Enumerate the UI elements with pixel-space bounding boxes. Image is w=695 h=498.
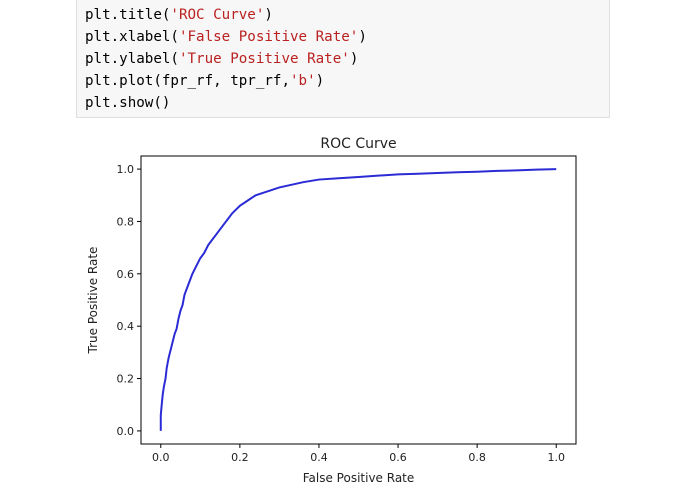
code-fn: plt.plot (85, 73, 154, 89)
x-axis-ticks: 0.0 0.2 0.4 0.6 0.8 1.0 (152, 444, 565, 464)
code-fn: plt.ylabel (85, 51, 171, 67)
code-string: 'False Positive Rate' (178, 29, 359, 45)
x-tick-label: 0.4 (310, 451, 328, 464)
code-paren: ( (161, 7, 171, 23)
code-paren: ( (170, 29, 179, 45)
code-paren: ( (170, 51, 179, 67)
code-line-title: plt.title('ROC Curve') (85, 4, 367, 26)
code-paren: ( (153, 95, 162, 111)
chart-title: ROC Curve (320, 136, 396, 152)
code-line-xlabel: plt.xlabel('False Positive Rate') (85, 26, 367, 48)
code-string: 'True Positive Rate' (178, 51, 350, 67)
y-axis-label: True Positive Rate (86, 247, 100, 355)
code-fn: plt.show (85, 95, 154, 111)
code-string: 'b' (290, 73, 316, 89)
y-tick-label: 0.8 (117, 215, 135, 228)
plot-frame (140, 155, 577, 445)
code-fn: plt.xlabel (85, 29, 171, 45)
code-line-plot: plt.plot(fpr_rf, tpr_rf,'b') (85, 70, 367, 92)
x-tick-label: 0.6 (389, 451, 407, 464)
code-line-ylabel: plt.ylabel('True Positive Rate') (85, 48, 367, 70)
y-tick-label: 1.0 (117, 163, 135, 176)
code-cell[interactable]: plt.title('ROC Curve') plt.xlabel('False … (76, 0, 610, 118)
code-paren: ) (358, 29, 367, 45)
roc-curve-line (159, 168, 557, 431)
code-block: plt.title('ROC Curve') plt.xlabel('False … (85, 4, 367, 114)
code-line-show: plt.show() (85, 92, 367, 114)
code-args: fpr_rf, tpr_rf, (161, 73, 291, 89)
y-tick-label: 0.4 (117, 320, 135, 333)
x-tick-label: 1.0 (547, 451, 565, 464)
code-fn: plt.title (85, 7, 162, 23)
y-axis-ticks: 0.0 0.2 0.4 0.6 0.8 1.0 (117, 163, 141, 438)
x-tick-label: 0.2 (231, 451, 249, 464)
y-tick-label: 0.0 (117, 425, 135, 438)
roc-chart: ROC Curve False Positive Rate True Posit… (86, 136, 577, 485)
code-paren: ) (315, 73, 325, 89)
code-paren: ) (161, 95, 171, 111)
y-tick-label: 0.6 (117, 268, 135, 281)
code-paren: ) (264, 7, 273, 23)
x-tick-label: 0.8 (468, 451, 486, 464)
x-axis-label: False Positive Rate (303, 471, 415, 485)
x-tick-label: 0.0 (152, 451, 170, 464)
y-tick-label: 0.2 (117, 373, 135, 386)
code-paren: ( (153, 73, 162, 89)
code-string: 'ROC Curve' (170, 7, 265, 23)
chart-output: ROC Curve False Positive Rate True Posit… (0, 119, 695, 494)
code-paren: ) (349, 51, 359, 67)
